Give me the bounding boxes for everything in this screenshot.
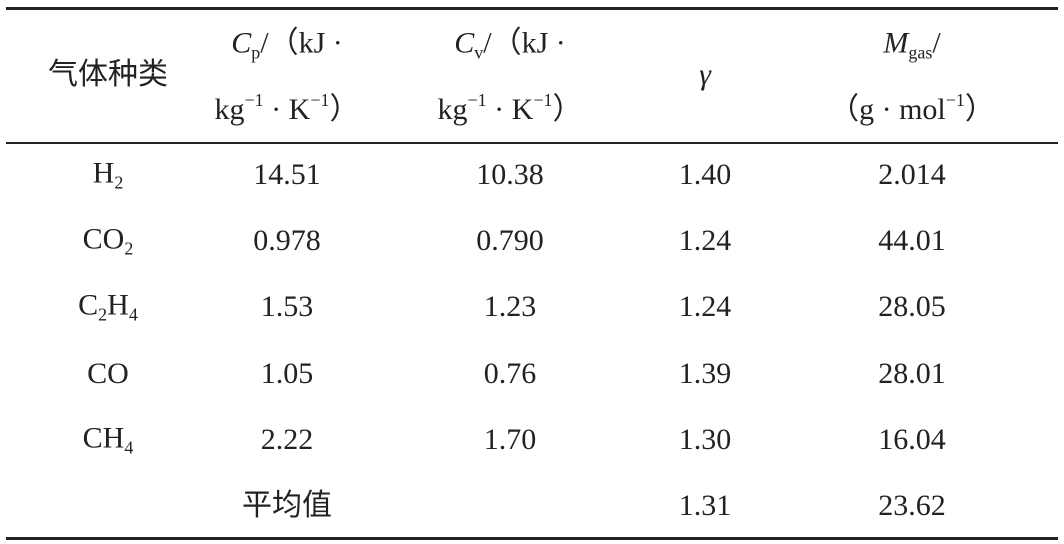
text-run: CO [87,357,129,390]
table-cell: 28.05 [878,290,946,323]
table-cell: 10.38 [476,158,544,191]
text-run: /（kJ · [483,26,566,60]
header-cell: Mgas/ [883,26,941,63]
header-cell: Cp/（kJ · [231,26,343,63]
table-cell: 2.22 [260,423,314,456]
header-cell: kg−1 · K−1） [215,91,360,125]
table-cell: 1.70 [483,423,537,456]
table-cell: 1.53 [260,290,314,323]
text-run: 4 [128,304,138,325]
text-run: C [454,26,475,60]
text-run: CO [82,222,125,256]
text-run: gas [908,42,933,63]
table-cell: 16.04 [878,423,946,456]
text-run: 2 [114,172,124,193]
text-run: −1 [945,90,965,111]
table-cell: 23.62 [878,489,946,522]
header-cell: γ [699,60,711,90]
table-cell: 0.76 [483,357,537,390]
text-run: v [474,42,484,63]
table-cell: 1.23 [483,290,537,323]
table-cell: 0.978 [253,224,321,257]
text-run: −1 [244,90,264,111]
text-run: 2 [98,304,108,325]
header-cell: 气体种类 [48,60,168,90]
table-cell: 28.01 [878,357,946,390]
text-run: γ [699,58,711,91]
text-run: M [883,26,909,60]
text-run: · K [486,92,534,126]
bottom-rule [6,537,1058,540]
text-run: 气体种类 [48,58,168,91]
table-cell: 0.790 [476,224,544,257]
row-label: C2H4 [78,288,138,325]
table-cell: 1.24 [678,290,732,323]
header-cell: Cv/（kJ · [454,26,566,63]
text-run: −1 [533,90,553,111]
text-run: C [231,26,252,60]
row-label: CO2 [82,222,134,259]
header-rule [6,142,1058,144]
text-run: kg [437,92,468,126]
text-run: ） [964,92,995,126]
text-run: · K [263,92,311,126]
text-run: （g · mol [829,92,946,126]
table-cell: 1.40 [678,158,732,191]
header-cell: kg−1 · K−1） [438,91,583,125]
top-rule [6,7,1058,10]
table-cell: 2.014 [878,158,946,191]
text-run: /（kJ · [260,26,343,60]
table-cell: 14.51 [253,158,321,191]
text-run: H [107,288,129,322]
table-cell: 1.30 [678,423,732,456]
row-label: CO [87,359,129,389]
text-run: kg [214,92,245,126]
table-cell: 1.05 [260,357,314,390]
text-run: p [251,42,261,63]
text-run: −1 [310,90,330,111]
table-cell: 44.01 [878,224,946,257]
text-run: 4 [124,437,134,458]
table-cell: 1.39 [678,357,732,390]
text-run: ） [329,92,360,126]
row-label: H2 [92,156,124,193]
text-run: −1 [467,90,487,111]
text-run: C [78,288,99,322]
text-run: ） [552,92,583,126]
table-cell: 1.24 [678,224,732,257]
table-cell: 1.31 [678,489,732,522]
text-run: / [932,26,941,60]
text-run: H [92,156,115,190]
row-label: CH4 [82,421,134,458]
text-run: 2 [124,238,134,259]
header-cell: （g · mol−1） [829,91,995,125]
text-run: CH [82,421,125,455]
table-cell: 平均值 [242,489,332,522]
